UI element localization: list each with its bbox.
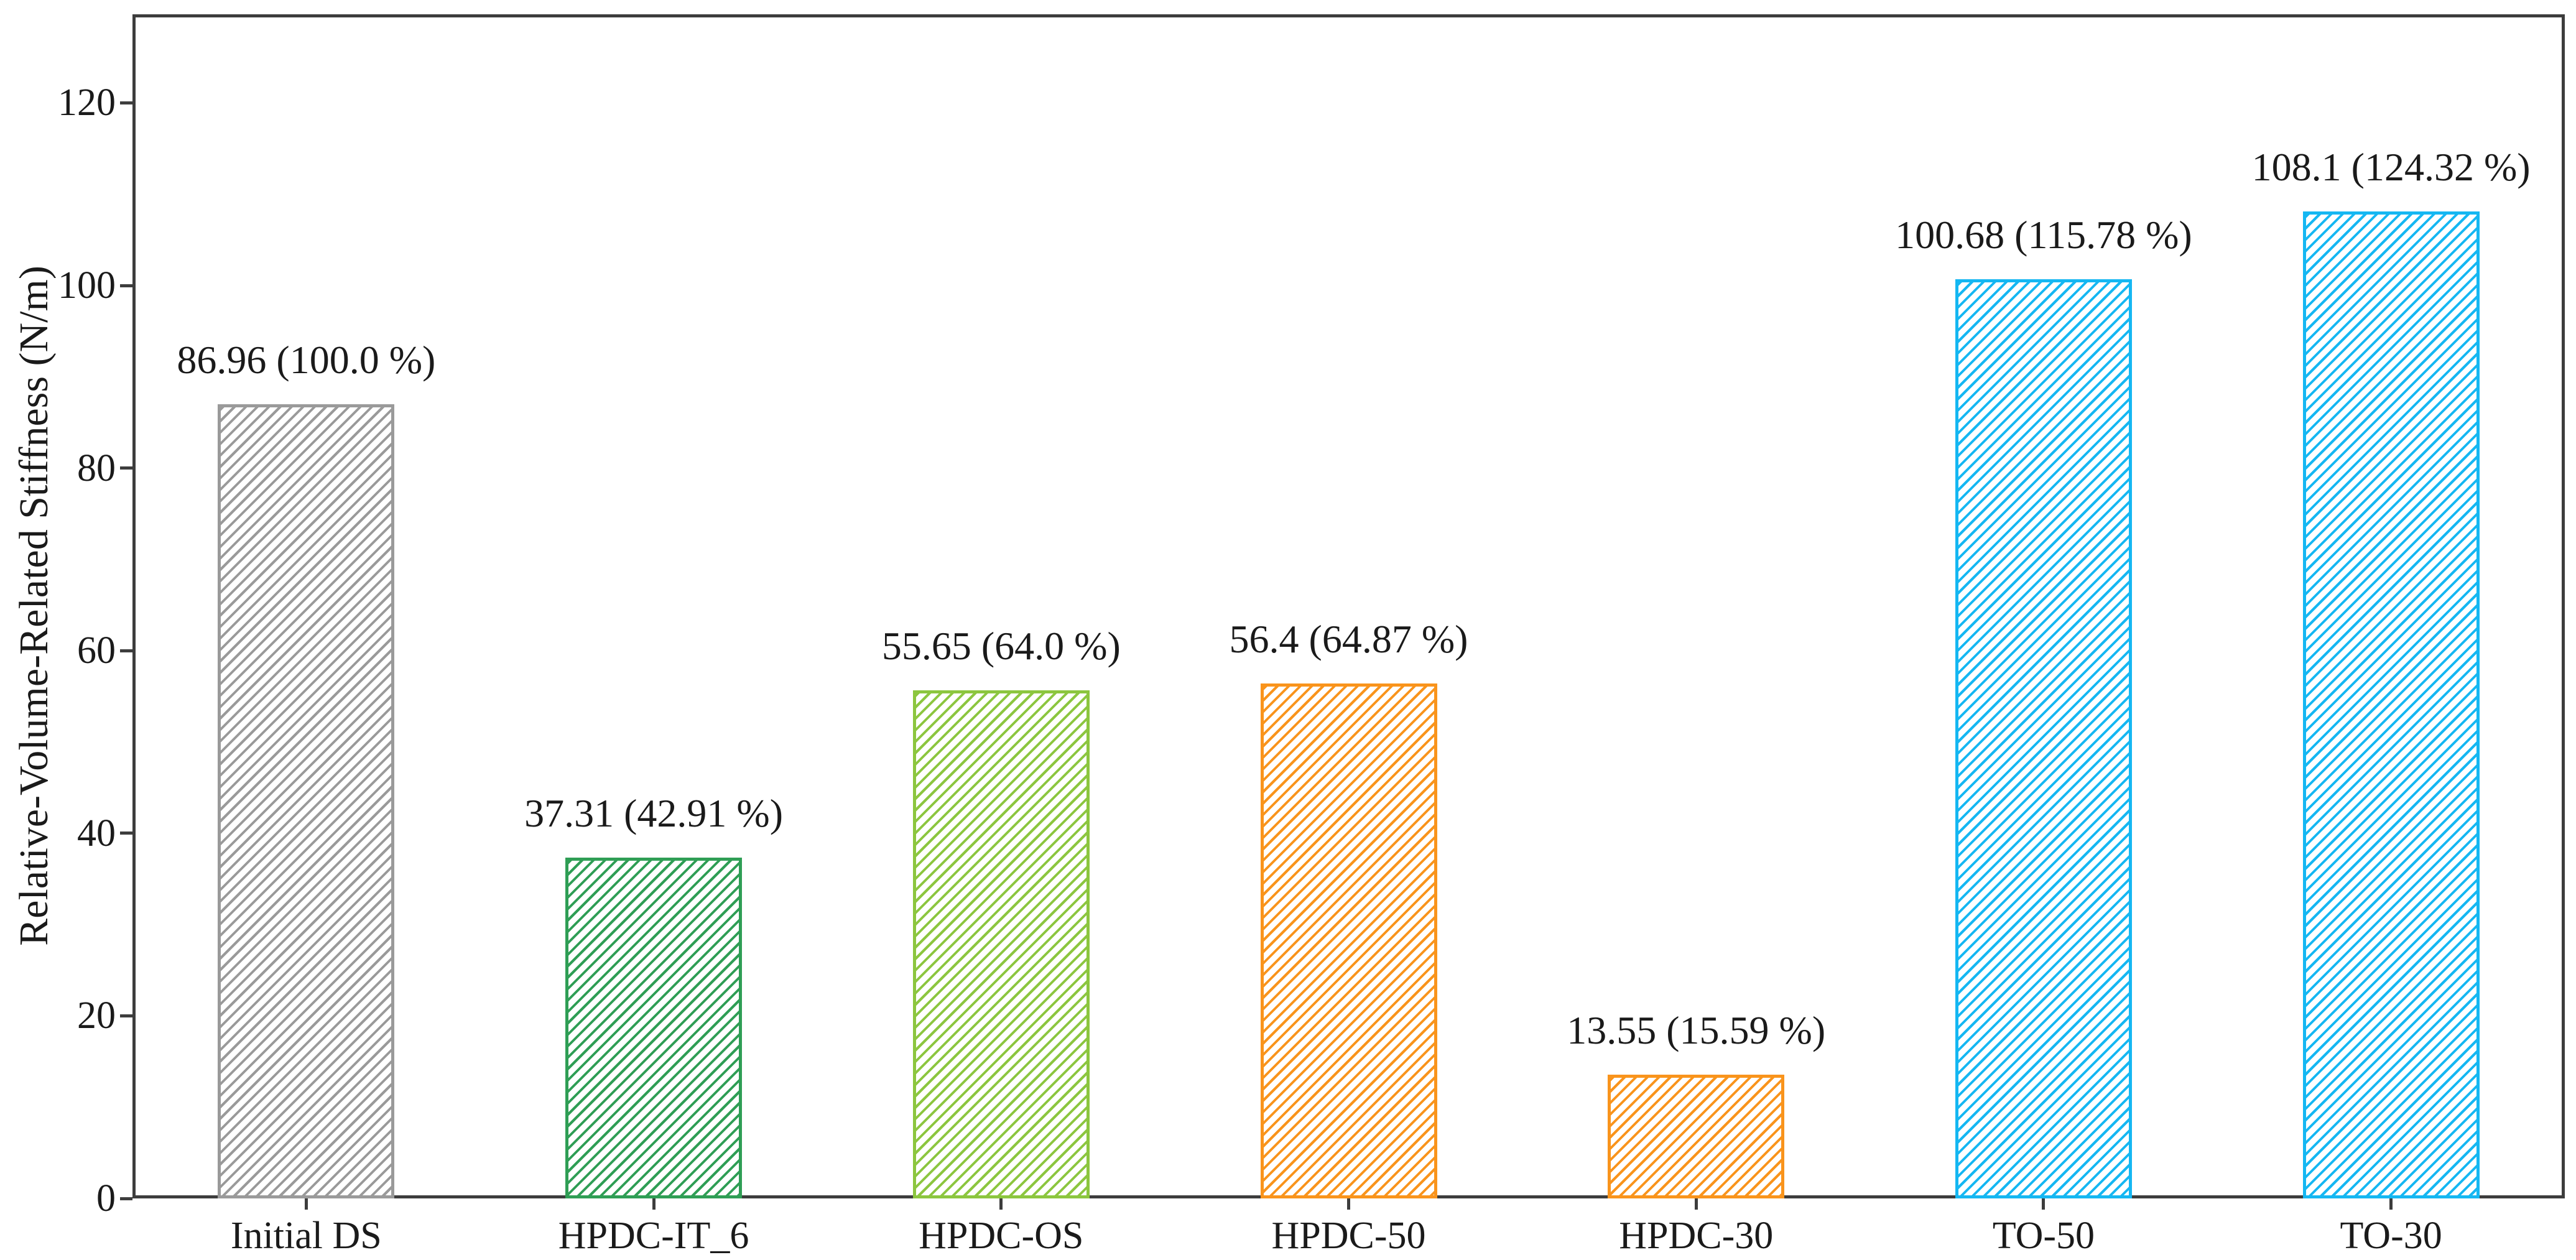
bar (218, 404, 395, 1198)
x-tick-label: TO-50 (1992, 1215, 2095, 1257)
x-tick-mark (1347, 1198, 1350, 1210)
y-tick-mark (120, 1197, 132, 1200)
y-tick-label: 20 (77, 994, 116, 1037)
y-tick-label: 100 (58, 264, 116, 307)
x-tick-label: HPDC-50 (1271, 1215, 1426, 1257)
y-tick-label: 60 (77, 629, 116, 672)
bar (1260, 683, 1437, 1198)
bar (1608, 1075, 1785, 1198)
bar-value-label: 100.68 (115.78 %) (1895, 213, 2192, 257)
y-tick-mark (120, 832, 132, 835)
bar-value-label: 55.65 (64.0 %) (881, 624, 1121, 669)
y-tick-label: 120 (58, 81, 116, 124)
bar (1955, 279, 2132, 1198)
x-tick-label: HPDC-IT_6 (558, 1215, 749, 1257)
x-tick-mark (999, 1198, 1003, 1210)
bar-value-label: 86.96 (100.0 %) (177, 338, 436, 382)
y-tick-label: 80 (77, 447, 116, 489)
bar (912, 690, 1090, 1198)
y-tick-label: 0 (96, 1177, 116, 1220)
y-tick-mark (120, 1014, 132, 1017)
x-tick-label: Initial DS (230, 1215, 382, 1257)
bar (565, 858, 743, 1198)
x-tick-label: HPDC-30 (1619, 1215, 1774, 1257)
bar-value-label: 13.55 (15.59 %) (1567, 1008, 1826, 1053)
x-tick-mark (652, 1198, 656, 1210)
x-tick-label: TO-30 (2340, 1215, 2442, 1257)
x-tick-mark (2389, 1198, 2393, 1210)
x-tick-label: HPDC-OS (919, 1215, 1084, 1257)
bar (2302, 211, 2480, 1198)
x-tick-mark (1694, 1198, 1698, 1210)
bar-value-label: 56.4 (64.87 %) (1229, 617, 1468, 662)
x-tick-mark (304, 1198, 308, 1210)
y-tick-label: 40 (77, 812, 116, 855)
y-tick-mark (120, 284, 132, 287)
y-tick-mark (120, 649, 132, 652)
y-tick-mark (120, 101, 132, 104)
x-tick-mark (2042, 1198, 2046, 1210)
bar-value-label: 108.1 (124.32 %) (2251, 145, 2531, 190)
bar-value-label: 37.31 (42.91 %) (524, 791, 784, 836)
y-tick-mark (120, 466, 132, 470)
